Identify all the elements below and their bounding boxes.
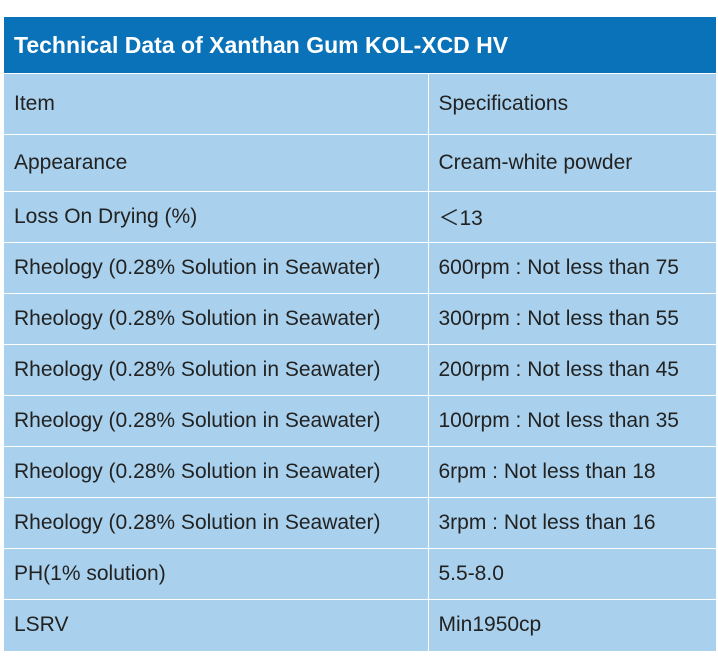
row-item: Rheology (0.28% Solution in Seawater) bbox=[4, 446, 429, 498]
table-row: Rheology (0.28% Solution in Seawater) 6r… bbox=[4, 446, 716, 498]
row-spec: Min1950cp bbox=[428, 599, 716, 652]
row-item: Rheology (0.28% Solution in Seawater) bbox=[4, 344, 429, 396]
row-spec: 600rpm : Not less than 75 bbox=[428, 242, 716, 294]
header-item: Item bbox=[4, 74, 429, 135]
row-item: Rheology (0.28% Solution in Seawater) bbox=[4, 395, 429, 447]
table-row: Rheology (0.28% Solution in Seawater) 3r… bbox=[4, 497, 716, 549]
table-row: PH(1% solution) 5.5-8.0 bbox=[4, 548, 716, 600]
row-spec: 3rpm : Not less than 16 bbox=[428, 497, 716, 549]
table-row: Appearance Cream-white powder bbox=[4, 134, 716, 192]
header-specifications: Specifications bbox=[428, 74, 716, 135]
table-row: Loss On Drying (%) ＜13 bbox=[4, 191, 716, 243]
row-spec: 200rpm : Not less than 45 bbox=[428, 344, 716, 396]
row-spec: Cream-white powder bbox=[428, 134, 716, 192]
table-row: Rheology (0.28% Solution in Seawater) 60… bbox=[4, 242, 716, 294]
row-spec: 100rpm : Not less than 35 bbox=[428, 395, 716, 447]
row-item: Rheology (0.28% Solution in Seawater) bbox=[4, 293, 429, 345]
row-item: Loss On Drying (%) bbox=[4, 191, 429, 243]
row-item: LSRV bbox=[4, 599, 429, 652]
row-item: Rheology (0.28% Solution in Seawater) bbox=[4, 497, 429, 549]
table-row: Rheology (0.28% Solution in Seawater) 20… bbox=[4, 344, 716, 396]
row-spec: 5.5-8.0 bbox=[428, 548, 716, 600]
table-row: Rheology (0.28% Solution in Seawater) 10… bbox=[4, 395, 716, 447]
table-header-row: Item Specifications bbox=[4, 74, 716, 135]
row-spec: 300rpm : Not less than 55 bbox=[428, 293, 716, 345]
table-title: Technical Data of Xanthan Gum KOL-XCD HV bbox=[4, 17, 716, 74]
row-spec: ＜13 bbox=[428, 191, 716, 243]
spec-table: Item Specifications Appearance Cream-whi… bbox=[4, 74, 716, 652]
row-item: Appearance bbox=[4, 134, 429, 192]
table-row: LSRV Min1950cp bbox=[4, 599, 716, 652]
row-spec: 6rpm : Not less than 18 bbox=[428, 446, 716, 498]
table-row: Rheology (0.28% Solution in Seawater) 30… bbox=[4, 293, 716, 345]
row-item: Rheology (0.28% Solution in Seawater) bbox=[4, 242, 429, 294]
row-item: PH(1% solution) bbox=[4, 548, 429, 600]
technical-data-sheet: Technical Data of Xanthan Gum KOL-XCD HV… bbox=[4, 17, 716, 652]
